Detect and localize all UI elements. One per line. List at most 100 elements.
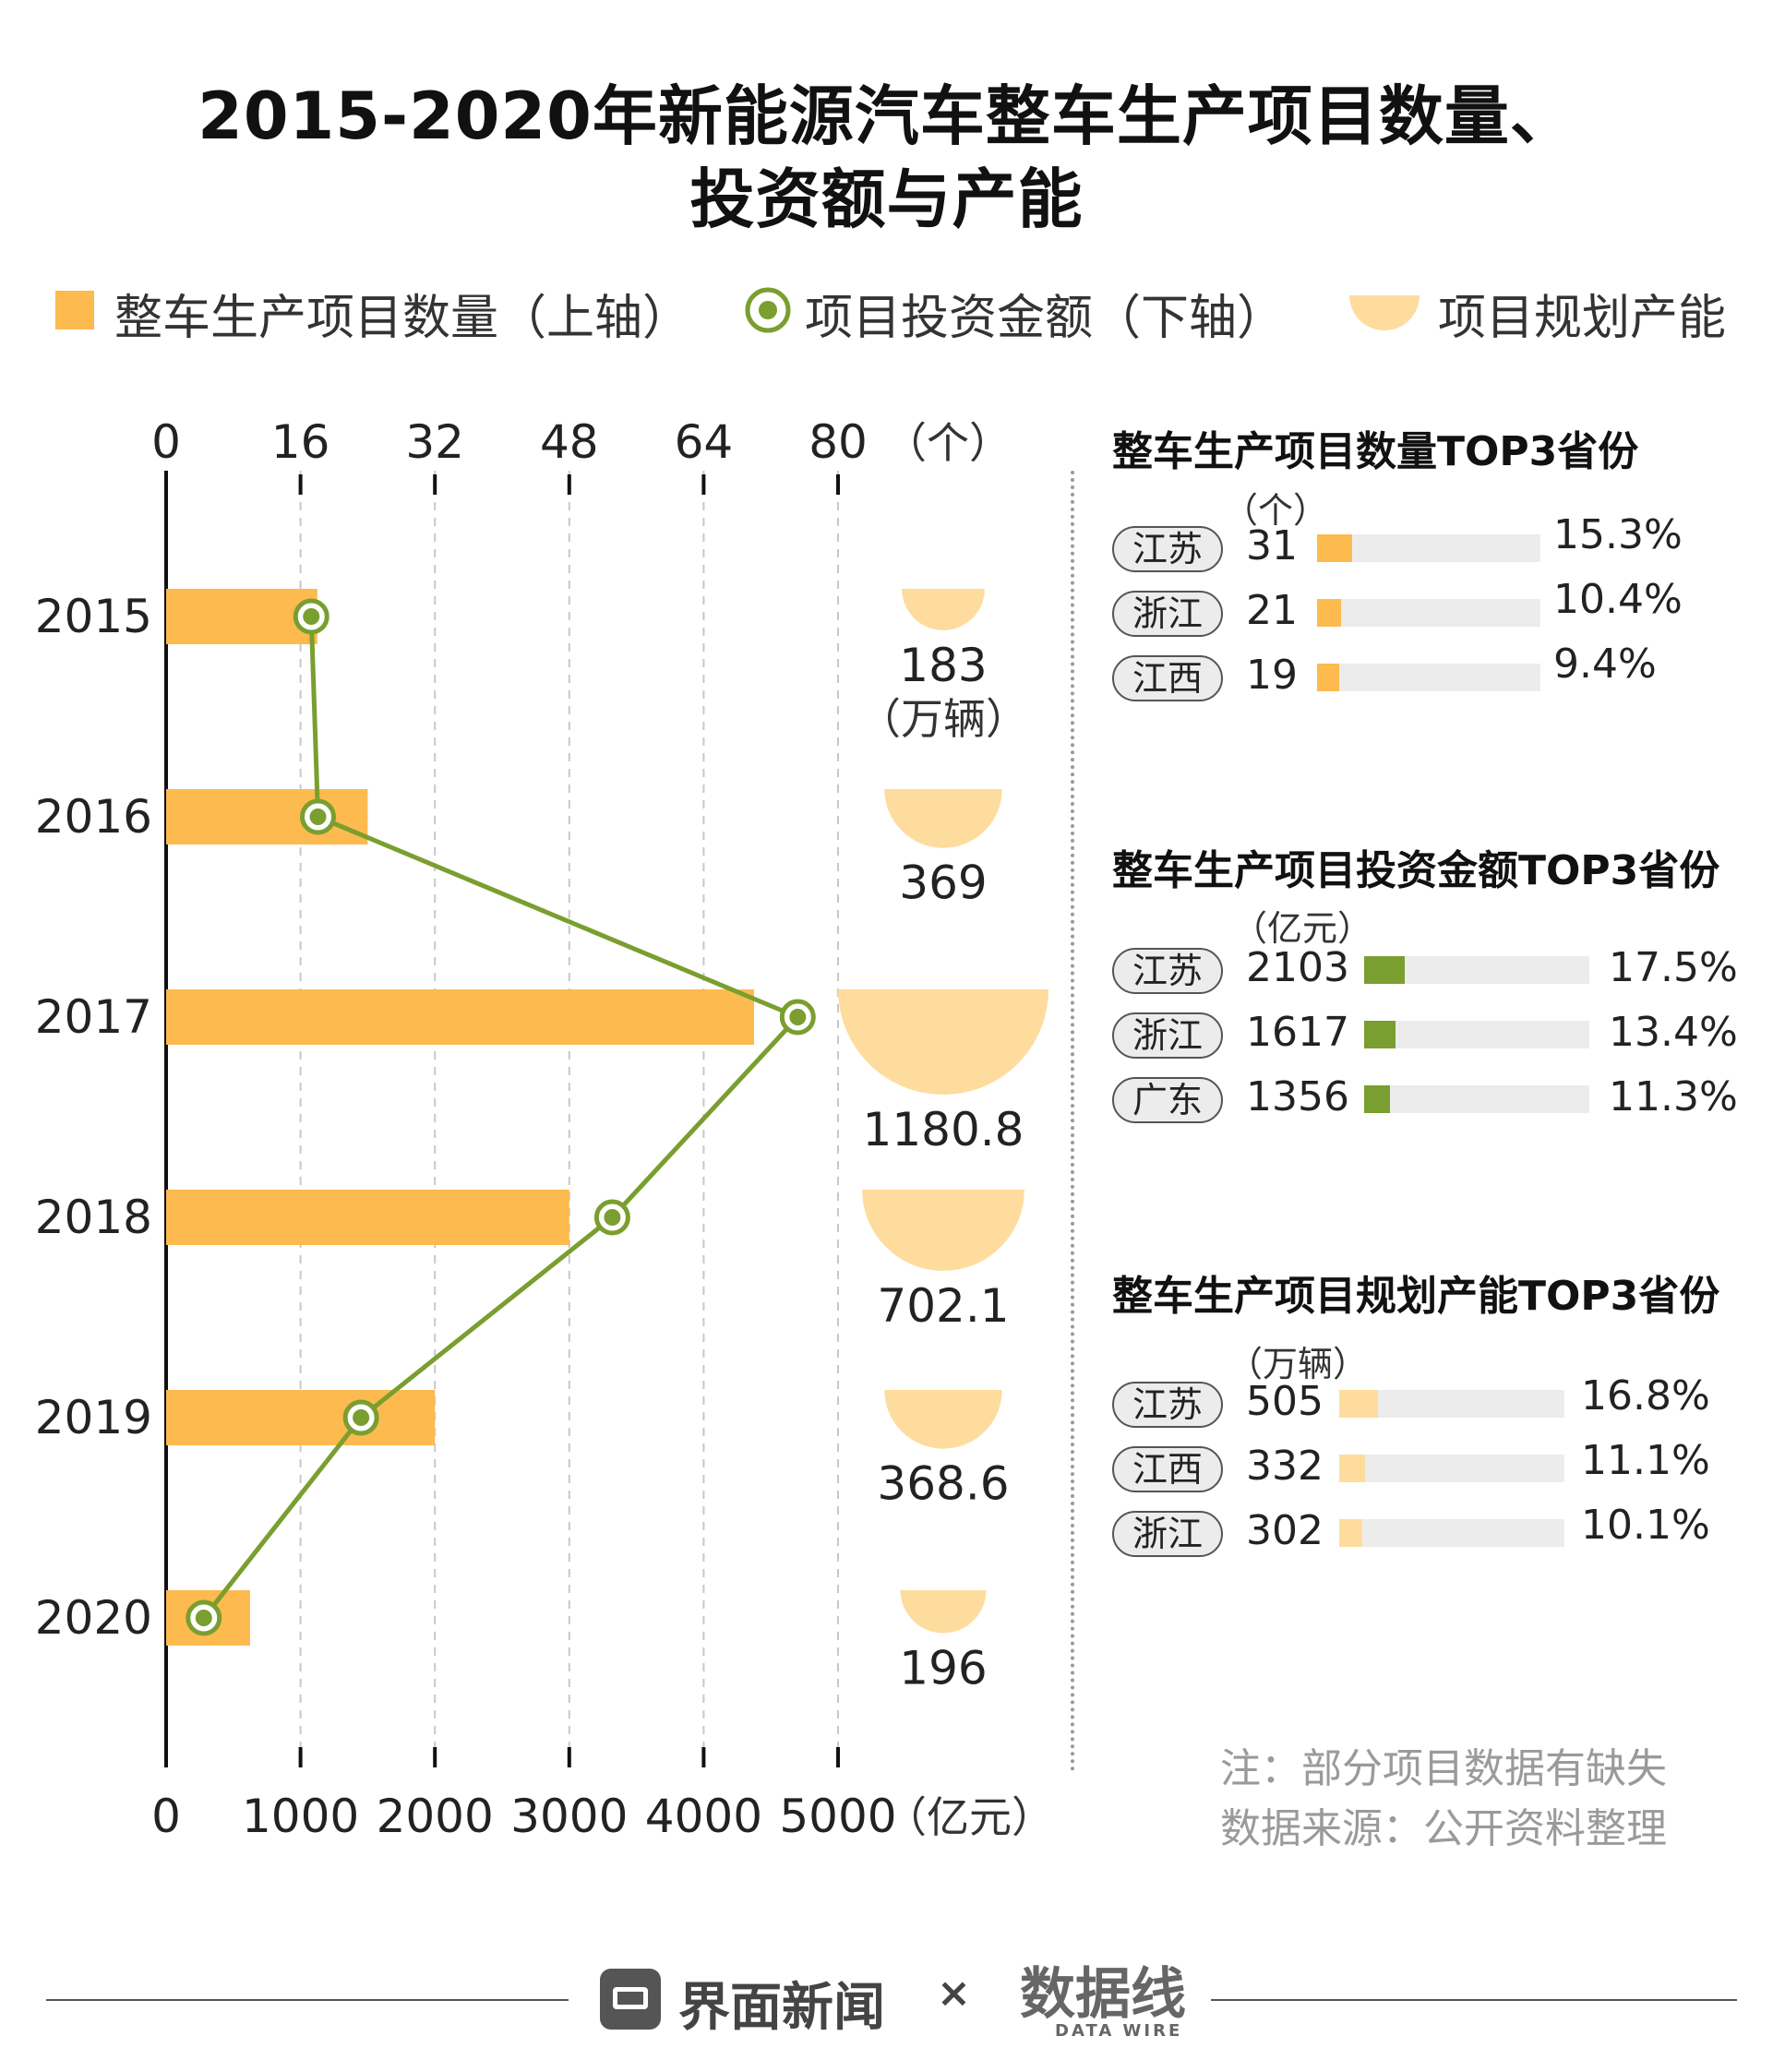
share-percent: 17.5%	[1609, 944, 1738, 991]
capacity-unit: （万辆）	[858, 694, 1028, 744]
bottom-axis-tick-label: 5000	[779, 1790, 896, 1843]
share-fill	[1339, 1519, 1363, 1547]
province-value: 1617	[1246, 1009, 1349, 1056]
bottom-axis-tick-label: 1000	[242, 1790, 359, 1843]
investment-point	[303, 608, 320, 625]
panel-unit: （个）	[1223, 490, 1329, 531]
share-track	[1364, 956, 1589, 984]
footer-brand-jiemian: 界面新闻	[678, 1978, 885, 2038]
share-fill	[1339, 1390, 1379, 1418]
footer-rule-right	[1211, 1999, 1737, 2001]
share-percent: 16.8%	[1581, 1372, 1710, 1419]
capacity-half-circle	[902, 589, 985, 630]
panel-title: 整车生产项目投资金额TOP3省份	[1112, 847, 1720, 894]
share-track	[1364, 1085, 1589, 1113]
bottom-axis-tick-label: 2000	[377, 1790, 494, 1843]
top-axis-tick-label: 80	[809, 415, 868, 469]
footer-rule-left	[46, 1999, 569, 2001]
count-bar	[166, 1390, 436, 1445]
footer-times: ×	[937, 1970, 971, 2017]
province-value: 505	[1246, 1378, 1324, 1425]
year-label: 2018	[35, 1191, 152, 1244]
province-pill: 江苏	[1112, 948, 1223, 994]
share-fill	[1317, 664, 1339, 691]
share-fill	[1364, 1021, 1396, 1048]
capacity-label: 1180.8	[863, 1103, 1024, 1156]
province-value: 332	[1246, 1443, 1324, 1490]
capacity-half-circle	[900, 1590, 987, 1634]
capacity-label: 196	[899, 1641, 987, 1695]
share-track	[1339, 1455, 1564, 1482]
legend-count-label: 整车生产项目数量（上轴）	[114, 291, 691, 346]
share-track	[1317, 664, 1540, 691]
province-pill: 浙江	[1112, 591, 1223, 637]
jiemian-logo-icon	[600, 1969, 661, 2030]
province-pill: 江西	[1112, 1446, 1223, 1492]
count-bar	[166, 589, 317, 644]
investment-line	[201, 616, 802, 1620]
investment-point	[789, 1009, 807, 1025]
legend-investment-label: 项目投资金额（下轴）	[805, 291, 1286, 346]
year-label: 2017	[35, 990, 152, 1044]
share-percent: 11.3%	[1609, 1073, 1738, 1120]
province-value: 1356	[1246, 1073, 1349, 1120]
share-fill	[1317, 599, 1342, 627]
count-bar	[166, 989, 754, 1045]
top-axis-tick-label: 48	[540, 415, 599, 469]
panel-unit: （亿元）	[1232, 908, 1373, 949]
share-fill	[1364, 1085, 1391, 1113]
capacity-label: 702.1	[877, 1279, 1009, 1333]
province-pill: 江苏	[1112, 526, 1223, 572]
province-value: 31	[1246, 522, 1298, 569]
count-bar	[166, 789, 368, 844]
capacity-half-circle	[862, 1190, 1024, 1271]
capacity-half-circle	[884, 789, 1002, 848]
bottom-axis-tick-label: 4000	[645, 1790, 762, 1843]
share-track	[1317, 599, 1540, 627]
top-axis-tick-label: 16	[271, 415, 330, 469]
share-percent: 15.3%	[1553, 511, 1683, 558]
province-pill: 江苏	[1112, 1382, 1223, 1428]
share-track	[1364, 1021, 1589, 1048]
capacity-label: 369	[899, 856, 987, 910]
province-value: 19	[1246, 652, 1298, 699]
bottom-axis-unit: （亿元）	[884, 1792, 1054, 1842]
investment-point	[604, 1209, 621, 1226]
top-axis-tick-label: 0	[151, 415, 181, 469]
year-label: 2020	[35, 1591, 152, 1645]
share-percent: 11.1%	[1581, 1437, 1710, 1484]
year-label: 2016	[35, 790, 152, 844]
province-pill: 浙江	[1112, 1511, 1223, 1557]
top-axis-unit: （个）	[884, 418, 1012, 468]
capacity-label: 183	[899, 639, 987, 692]
legend-line-marker	[745, 287, 791, 333]
share-fill	[1339, 1455, 1365, 1482]
note-source: 数据来源：公开资料整理	[1220, 1805, 1667, 1852]
capacity-half-circle	[838, 989, 1048, 1095]
share-percent: 10.1%	[1581, 1502, 1710, 1549]
province-value: 21	[1246, 587, 1298, 634]
investment-point	[353, 1409, 370, 1426]
legend-capacity-label: 项目规划产能	[1438, 291, 1727, 346]
legend-capacity-swatch	[1349, 295, 1420, 330]
share-fill	[1317, 534, 1353, 562]
bottom-axis-tick-label: 3000	[510, 1790, 628, 1843]
top-axis-tick-label: 32	[405, 415, 464, 469]
share-track	[1339, 1519, 1564, 1547]
chart-title-line1: 2015-2020年新能源汽车整车生产项目数量、	[198, 78, 1575, 154]
capacity-half-circle	[884, 1390, 1002, 1449]
bottom-axis-tick-label: 0	[151, 1790, 181, 1843]
year-label: 2019	[35, 1391, 152, 1444]
panel-unit: （万辆）	[1228, 1344, 1369, 1384]
panel-title: 整车生产项目数量TOP3省份	[1112, 428, 1639, 475]
legend-bar-swatch	[55, 291, 94, 329]
panel-divider	[1071, 471, 1074, 1772]
share-fill	[1364, 956, 1405, 984]
capacity-label: 368.6	[877, 1457, 1009, 1511]
province-pill: 浙江	[1112, 1012, 1223, 1059]
footer-brand-datawire-sub: DATA WIRE	[1055, 2021, 1183, 2041]
main-chart: 0 16 32 48 64 80 （个） 0 1000 2000 3000 4000 5000（亿元） 2…	[35, 415, 1054, 1843]
province-value: 2103	[1246, 944, 1349, 991]
province-pill: 江西	[1112, 655, 1223, 701]
footer-brand-datawire: 数据线	[1020, 1962, 1186, 2027]
